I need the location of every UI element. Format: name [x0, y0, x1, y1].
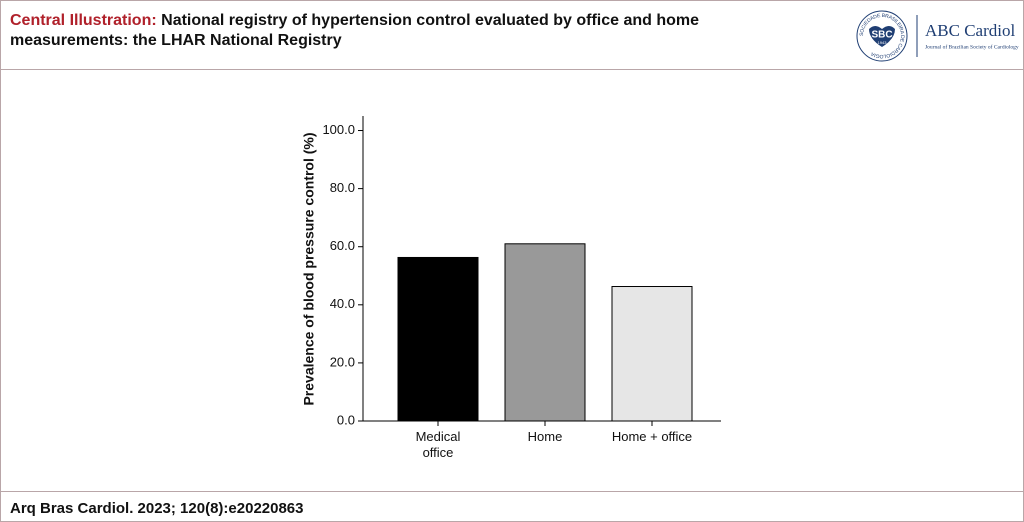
x-tick-label: Home + office [611, 429, 693, 444]
y-tick-label: 80.0 [330, 180, 355, 195]
logo-year: 1943 [878, 40, 888, 45]
header: Central Illustration: National registry … [1, 1, 1023, 70]
title-text: National registry of hypertension contro… [10, 12, 700, 49]
citation: Arq Bras Cardiol. 2023; 120(8):e20220863 [10, 500, 304, 517]
x-tick-label: Home [527, 429, 563, 444]
y-tick-label: 40.0 [330, 296, 355, 311]
bar [504, 243, 586, 422]
logo-name: ABC Cardiol [925, 21, 1015, 40]
y-tick-label: 100.0 [322, 122, 355, 137]
logo: SOCIEDADE BRASILEIRA DE CARDIOLOGIA SBC … [856, 10, 1019, 62]
x-tick-label: Medical office [415, 429, 461, 460]
y-tick-label: 0.0 [337, 412, 355, 427]
bar [397, 256, 479, 422]
title: Central Illustration: National registry … [10, 11, 770, 51]
title-lead: Central Illustration: [10, 12, 157, 29]
chart: Prevalence of blood pressure control (%)… [301, 116, 721, 427]
y-tick-label: 60.0 [330, 238, 355, 253]
logo-tagline: Journal of Brazilian Society of Cardiolo… [925, 43, 1019, 50]
logo-badge: SBC [871, 30, 892, 41]
y-axis-label: Prevalence of blood pressure control (%) [301, 132, 317, 405]
y-tick-label: 20.0 [330, 354, 355, 369]
logo-heart [869, 26, 895, 47]
bar [611, 286, 693, 422]
footer: Arq Bras Cardiol. 2023; 120(8):e20220863 [1, 491, 1023, 521]
